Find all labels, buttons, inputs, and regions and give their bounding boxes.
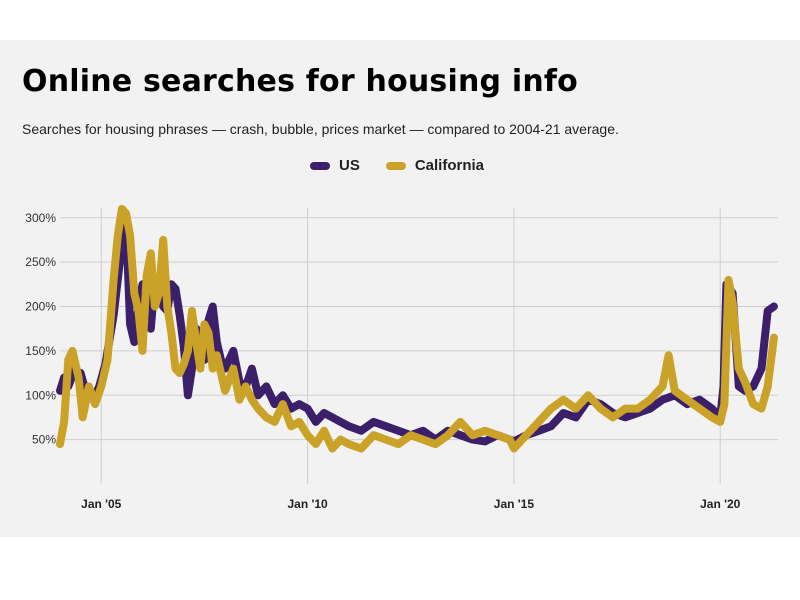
y-tick-label: 250% (25, 255, 56, 269)
chart-title: Online searches for housing info (22, 64, 578, 99)
legend-swatch-california (385, 161, 406, 170)
legend-item-california: California (385, 157, 485, 174)
y-tick-label: 300% (25, 211, 56, 225)
y-tick-label: 50% (32, 433, 56, 447)
x-tick-label: Jan '10 (287, 497, 328, 511)
y-tick-label: 150% (25, 344, 56, 358)
chart-card: Online searches for housing info Searche… (0, 40, 800, 537)
x-tick-label: Jan '05 (81, 497, 122, 511)
x-tick-label: Jan '20 (700, 497, 741, 511)
legend-swatch-us (310, 161, 330, 170)
california-series-line (56, 204, 778, 453)
legend-item-us: US (310, 157, 360, 174)
legend-label-us: US (339, 157, 360, 174)
y-tick-label: 100% (25, 388, 56, 402)
line-chart: 50% 100% 150% 200% 250% 300% Jan '05 Jan '10 Jan… (25, 204, 778, 511)
legend-label-california: California (414, 157, 485, 174)
y-tick-label: 200% (25, 300, 56, 314)
legend: US California (310, 157, 510, 174)
x-tick-label: Jan '15 (494, 497, 535, 511)
chart-subtitle: Searches for housing phrases — crash, bu… (22, 121, 619, 137)
